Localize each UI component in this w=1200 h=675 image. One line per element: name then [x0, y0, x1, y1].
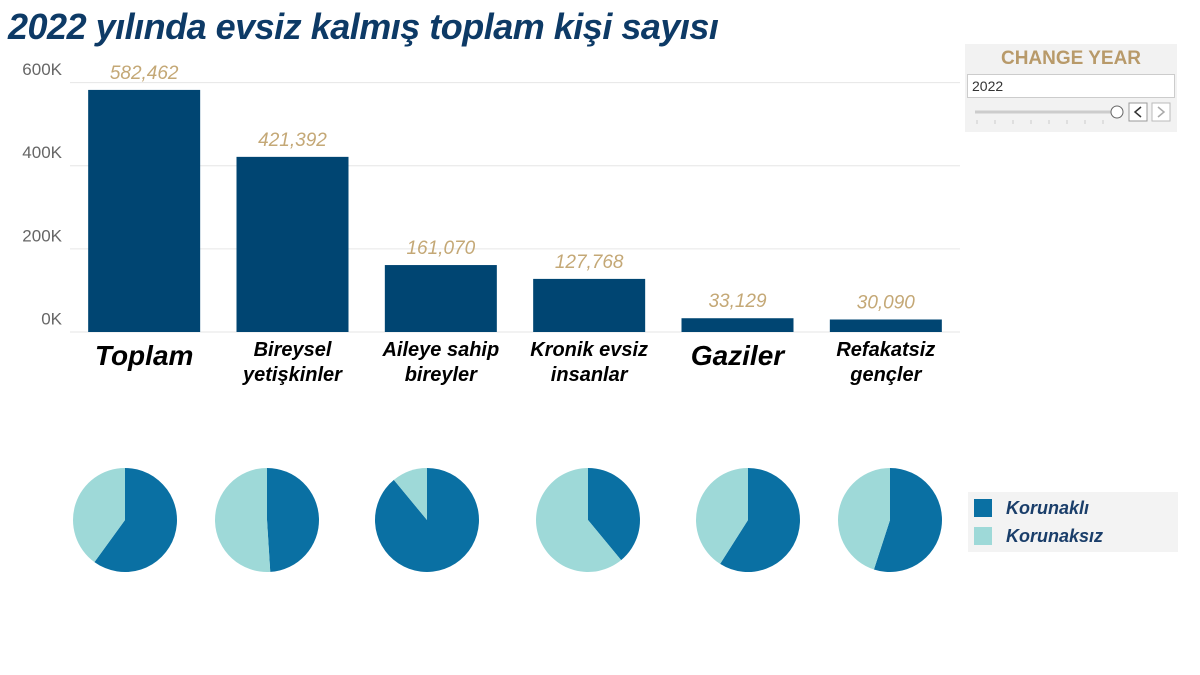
value-label: 127,768	[555, 252, 624, 273]
x-tick-label: Gaziler	[690, 340, 785, 371]
next-button[interactable]	[1151, 102, 1171, 122]
pie-slice	[720, 468, 801, 573]
x-tick-label: Bireysel yetişkinler	[243, 339, 342, 386]
pie-slice	[696, 468, 748, 564]
year-input[interactable]: 2022	[967, 74, 1175, 98]
pie-slice	[393, 468, 427, 520]
x-tick-label: Kronik evsiz insanlar	[530, 339, 649, 386]
legend-swatch	[974, 527, 992, 545]
y-tick-label: 600K	[22, 60, 62, 79]
prev-icon	[1133, 106, 1142, 118]
pie-slice	[375, 467, 480, 573]
pie-slice	[215, 468, 271, 572]
next-icon	[1157, 106, 1166, 118]
legend-swatch	[974, 499, 992, 517]
bar	[88, 89, 201, 332]
slider-ticks	[976, 120, 1104, 124]
y-tick-label: 200K	[22, 226, 62, 245]
legend: Korunaklı Korunaksız	[968, 492, 1178, 552]
y-tick-label: 0K	[41, 309, 62, 328]
value-label: 421,392	[258, 130, 327, 151]
chart-title: 2022 yılında evsiz kalmış toplam kişi sa…	[8, 6, 719, 47]
pie-slice	[837, 468, 890, 570]
pie-slice	[94, 468, 177, 572]
pie-slice	[588, 468, 641, 561]
value-label: 30,090	[857, 293, 916, 314]
pie-slice	[536, 468, 622, 572]
bar	[681, 318, 794, 332]
slider-thumb[interactable]	[1110, 105, 1124, 119]
bar	[533, 278, 646, 332]
year-slider	[975, 102, 1171, 124]
pie-slice	[873, 468, 942, 572]
bar	[384, 265, 497, 332]
x-tick-label: Toplam	[94, 340, 194, 371]
x-tick-label: Refakatsiz gençler	[836, 339, 936, 386]
legend-item: Korunaksız	[974, 526, 1103, 547]
pie-slice	[72, 468, 125, 563]
value-label: 582,462	[110, 63, 179, 84]
year-control: CHANGE YEAR 2022	[965, 44, 1177, 132]
prev-button[interactable]	[1128, 102, 1148, 122]
bar	[236, 156, 349, 332]
value-label: 33,129	[708, 291, 767, 312]
control-title: CHANGE YEAR	[1000, 48, 1142, 69]
value-label: 161,070	[406, 238, 475, 259]
bar	[829, 319, 942, 332]
pie-slice	[267, 468, 320, 572]
legend-item: Korunaklı	[974, 498, 1089, 519]
y-tick-label: 400K	[22, 143, 62, 162]
x-tick-label: Aileye sahip bireyler	[382, 339, 500, 386]
legend-label: Korunaklı	[1006, 498, 1090, 518]
legend-label: Korunaksız	[1006, 526, 1104, 546]
